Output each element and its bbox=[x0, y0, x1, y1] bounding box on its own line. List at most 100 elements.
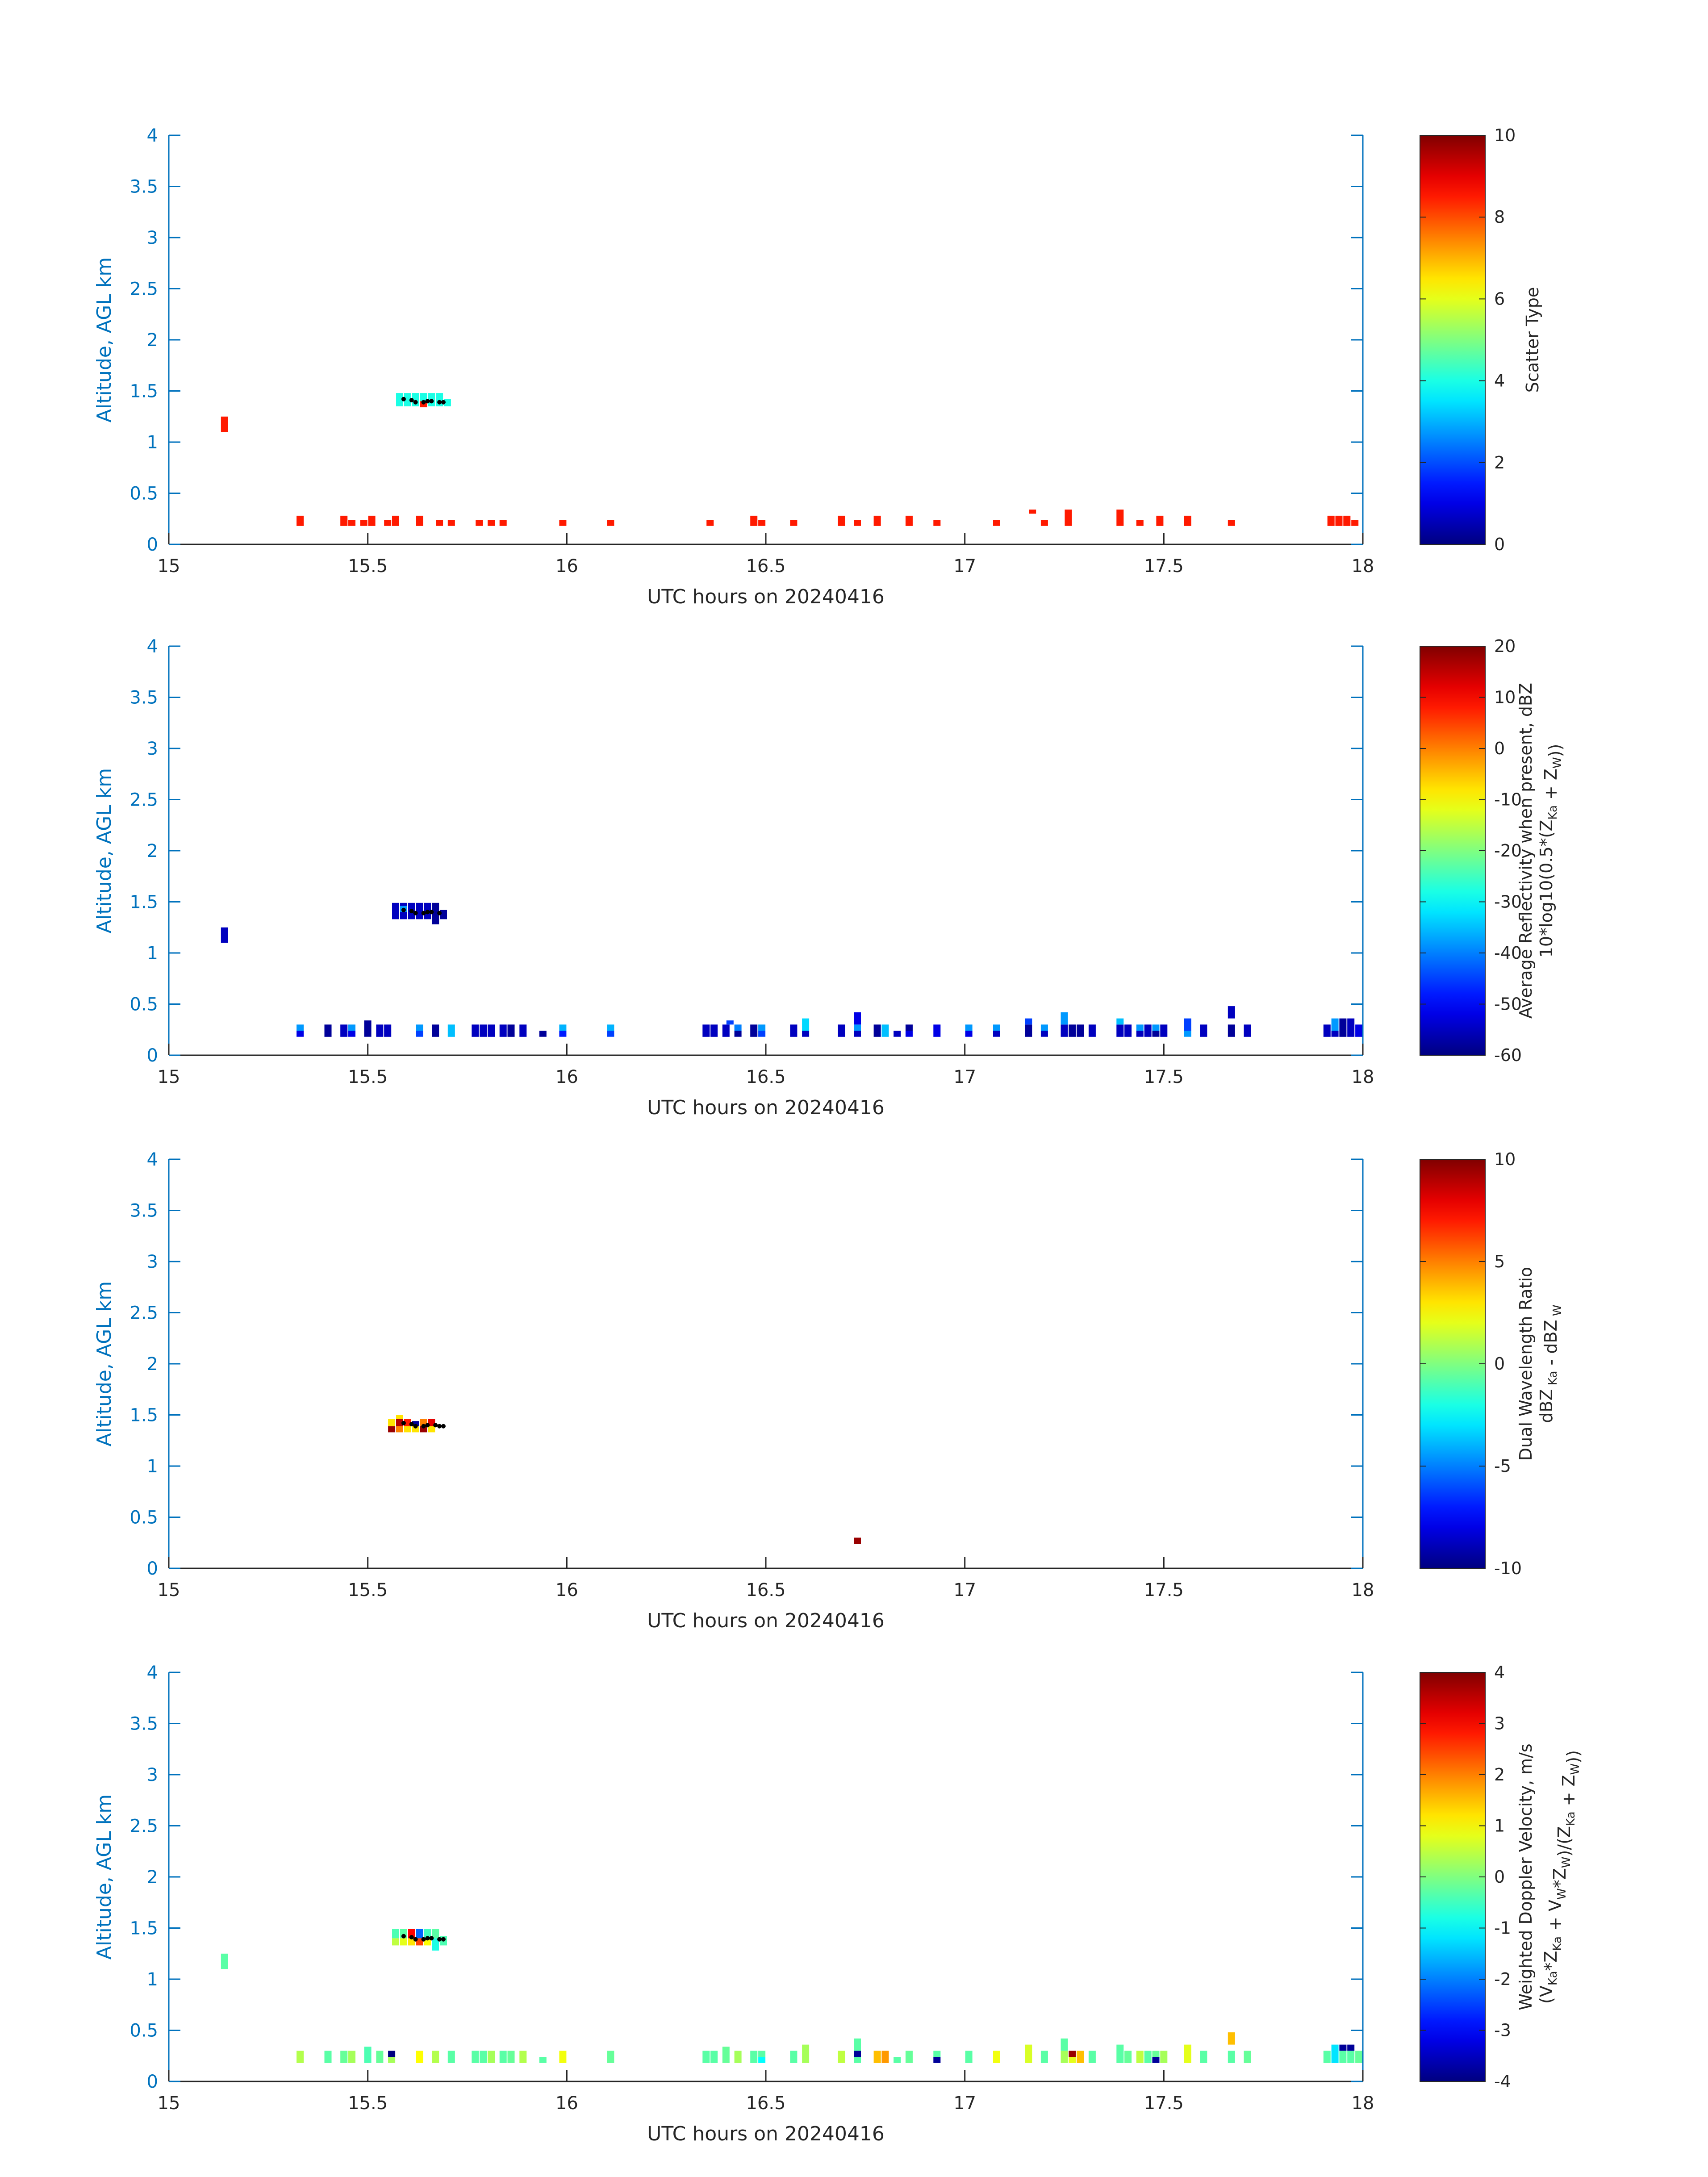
data-cell bbox=[1040, 1031, 1048, 1037]
data-cell bbox=[408, 1938, 415, 1946]
data-cell bbox=[993, 2051, 1000, 2063]
data-cell bbox=[722, 1024, 730, 1037]
data-cell bbox=[1144, 2051, 1152, 2063]
colorbar-tick-label: 8 bbox=[1494, 207, 1505, 227]
x-tick-label: 17 bbox=[953, 1067, 976, 1087]
data-cell bbox=[1136, 2051, 1144, 2063]
x-tick-label: 15.5 bbox=[348, 1067, 388, 1087]
data-cell bbox=[384, 520, 392, 526]
marker-dot bbox=[421, 400, 426, 405]
colorbar-label: dBZ Ka - dBZ W bbox=[1537, 1304, 1564, 1423]
data-cell bbox=[1152, 1024, 1160, 1031]
y-tick-label: 0.5 bbox=[129, 2021, 158, 2041]
data-cell bbox=[933, 1024, 941, 1037]
data-cell bbox=[965, 1024, 973, 1031]
data-cell bbox=[400, 1938, 407, 1946]
data-cell bbox=[1200, 2051, 1207, 2063]
data-cell bbox=[607, 2051, 614, 2063]
data-cell bbox=[432, 2051, 439, 2063]
data-cell bbox=[750, 1024, 758, 1037]
y-tick-label: 2 bbox=[147, 1354, 158, 1375]
colorbar-label: (VKa*ZKa + VW*ZW)/(ZKa + ZW)) bbox=[1537, 1750, 1583, 2004]
data-cell bbox=[507, 1024, 515, 1037]
x-tick-label: 15.5 bbox=[348, 2093, 388, 2114]
data-cell bbox=[802, 2044, 810, 2063]
data-cell bbox=[758, 1031, 766, 1037]
data-cell bbox=[519, 1024, 527, 1037]
data-cell bbox=[1069, 2051, 1076, 2057]
x-tick-label: 16.5 bbox=[746, 2093, 785, 2114]
data-cell bbox=[758, 2051, 766, 2057]
data-cell bbox=[1061, 2038, 1068, 2051]
colorbar-label: Scatter Type bbox=[1523, 287, 1542, 393]
data-cell bbox=[993, 520, 1000, 526]
data-cell bbox=[396, 1415, 403, 1419]
data-cell bbox=[1347, 2044, 1355, 2051]
y-tick-label: 2.5 bbox=[129, 790, 158, 811]
marker-dot bbox=[425, 1423, 430, 1428]
x-tick-label: 17.5 bbox=[1144, 2093, 1184, 2114]
data-cell bbox=[416, 1024, 423, 1031]
data-cell bbox=[1029, 510, 1036, 514]
x-tick-label: 16.5 bbox=[746, 1067, 785, 1087]
data-cell bbox=[376, 2051, 384, 2063]
x-tick-label: 15 bbox=[158, 1067, 180, 1087]
data-cell bbox=[1152, 2051, 1160, 2057]
data-cell bbox=[396, 393, 403, 406]
data-cell bbox=[734, 1031, 742, 1037]
data-cell bbox=[559, 1024, 567, 1031]
data-cell bbox=[838, 1024, 845, 1037]
marker-dots bbox=[401, 1934, 446, 1942]
data-cell bbox=[348, 1031, 355, 1037]
data-cell bbox=[1061, 2051, 1068, 2063]
data-cell bbox=[1184, 1018, 1191, 1031]
colorbar-tick-label: -10 bbox=[1494, 790, 1522, 810]
data-cell bbox=[388, 1419, 396, 1426]
marker-dot bbox=[441, 1424, 446, 1429]
marker-dots bbox=[401, 907, 442, 915]
data-cell bbox=[1040, 1024, 1048, 1031]
data-cell bbox=[364, 2047, 372, 2063]
y-tick-label: 1.5 bbox=[129, 381, 158, 402]
x-axis-label: UTC hours on 20240416 bbox=[647, 2123, 885, 2145]
data-cell bbox=[432, 1938, 439, 1951]
y-tick-label: 1.5 bbox=[129, 892, 158, 913]
data-cell bbox=[1136, 1024, 1144, 1031]
marker-dot bbox=[413, 911, 418, 915]
y-tick-label: 3.5 bbox=[129, 1201, 158, 1221]
y-axis-label: Altitude, AGL km bbox=[93, 768, 116, 933]
data-cell bbox=[905, 1024, 913, 1031]
colorbar-label: Dual Wavelength Ratio bbox=[1516, 1267, 1536, 1461]
marker-dot bbox=[409, 398, 414, 403]
data-cell bbox=[1025, 2044, 1032, 2063]
data-cell bbox=[854, 1031, 861, 1037]
data-cell bbox=[854, 2057, 861, 2063]
y-axis-label: Altitude, AGL km bbox=[93, 257, 116, 422]
data-cell bbox=[428, 1419, 435, 1426]
data-cell bbox=[416, 2051, 423, 2063]
data-cell bbox=[802, 1031, 810, 1037]
y-tick-label: 2.5 bbox=[129, 279, 158, 300]
colorbar-gradient bbox=[1420, 1672, 1486, 2082]
data-cell bbox=[507, 2051, 515, 2063]
data-cell bbox=[722, 2047, 730, 2063]
data-cell bbox=[388, 1426, 396, 1433]
data-cell bbox=[1025, 1018, 1032, 1025]
colorbar-gradient bbox=[1420, 646, 1486, 1056]
y-tick-label: 1.5 bbox=[129, 1405, 158, 1426]
data-cell bbox=[905, 2051, 913, 2063]
data-cell bbox=[348, 520, 355, 526]
x-tick-label: 15.5 bbox=[348, 556, 388, 577]
y-tick-label: 3.5 bbox=[129, 177, 158, 197]
data-cell bbox=[404, 1426, 411, 1433]
x-axis-label: UTC hours on 20240416 bbox=[647, 585, 885, 608]
data-cell bbox=[340, 1024, 348, 1037]
data-cell bbox=[447, 1024, 455, 1037]
colorbar-tick-label: 10 bbox=[1494, 688, 1516, 707]
data-cell bbox=[1040, 2051, 1048, 2063]
data-cell bbox=[488, 1024, 495, 1037]
plot-area bbox=[169, 1159, 1363, 1568]
data-cell bbox=[376, 1024, 384, 1037]
x-tick-label: 17.5 bbox=[1144, 556, 1184, 577]
